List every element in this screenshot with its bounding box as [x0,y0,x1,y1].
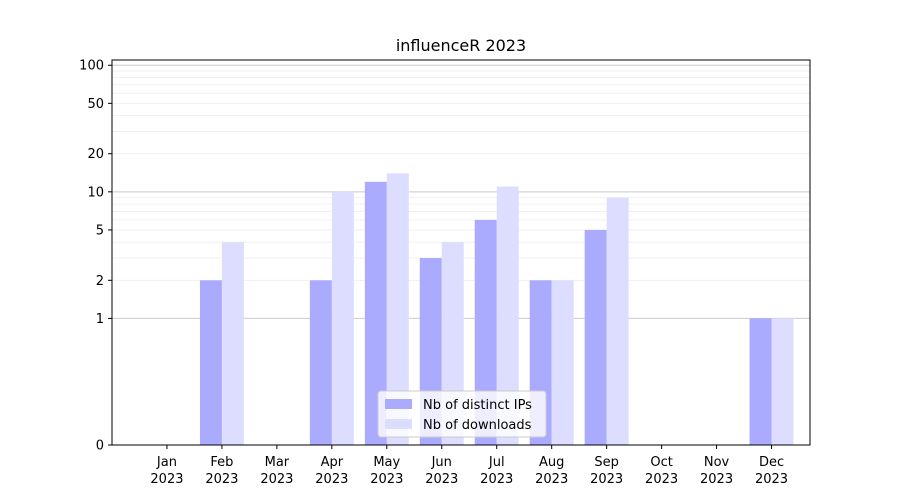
x-tick-label: Dec [759,455,784,470]
x-tick-label: Mar [265,455,290,470]
x-tick-label: 2023 [480,472,513,487]
x-tick-label: 2023 [205,472,238,487]
bar [221,242,244,445]
x-tick-label: May [373,455,400,470]
x-tick-label: 2023 [590,472,623,487]
x-tick-label: Sep [594,455,619,470]
y-tick-label: 1 [96,312,104,327]
plot-frame [111,59,811,446]
bar [606,197,629,445]
x-tick-label: Apr [321,455,344,470]
legend-box [377,390,547,438]
x-tick-label: Aug [539,455,564,470]
y-tick-label: 100 [79,59,104,74]
x-tick-label: 2023 [150,472,183,487]
y-tick-label: 5 [96,223,104,238]
x-axis: Jan 2023 Feb 2023 Mar 2023 Apr 2023 May 2023 Jun 20… [150,445,788,487]
grid-lines [112,64,810,319]
x-tick-label: 2023 [425,472,458,487]
x-tick-label: 2023 [370,472,403,487]
x-tick-label: Jun [431,455,452,470]
x-tick-label: Jul [488,455,505,470]
x-tick-label: 2023 [535,472,568,487]
bar [749,318,772,445]
bar [551,280,574,445]
bar [309,280,332,445]
legend-swatch [385,419,412,429]
legend-label: Nb of downloads [423,418,532,433]
y-tick-label: 20 [87,147,104,162]
legend: Nb of distinct IPs Nb of downloads [377,390,547,438]
x-tick-label: 2023 [260,472,293,487]
x-tick-label: Jan [156,455,177,470]
bar [474,219,497,445]
chart-title: influenceR 2023 [396,36,526,55]
bar [364,181,387,445]
legend-label: Nb of distinct IPs [423,398,532,413]
bar [386,173,409,445]
x-tick-label: Nov [704,455,730,470]
y-tick-label: 0 [96,439,104,454]
x-tick-label: 2023 [700,472,733,487]
legend-swatch [385,399,412,409]
y-axis: 0 1 2 5 10 20 50 100 [79,59,112,454]
y-tick-label: 10 [87,185,104,200]
bar [771,318,794,445]
x-tick-label: Feb [210,455,233,470]
x-tick-label: 2023 [645,472,678,487]
y-tick-label: 50 [87,97,104,112]
y-tick-label: 2 [96,274,104,289]
bar [584,229,607,445]
x-tick-label: 2023 [315,472,348,487]
bar [199,280,222,445]
x-tick-label: 2023 [755,472,788,487]
bar [496,186,519,446]
x-tick-label: Oct [650,455,672,470]
bar [331,191,354,445]
